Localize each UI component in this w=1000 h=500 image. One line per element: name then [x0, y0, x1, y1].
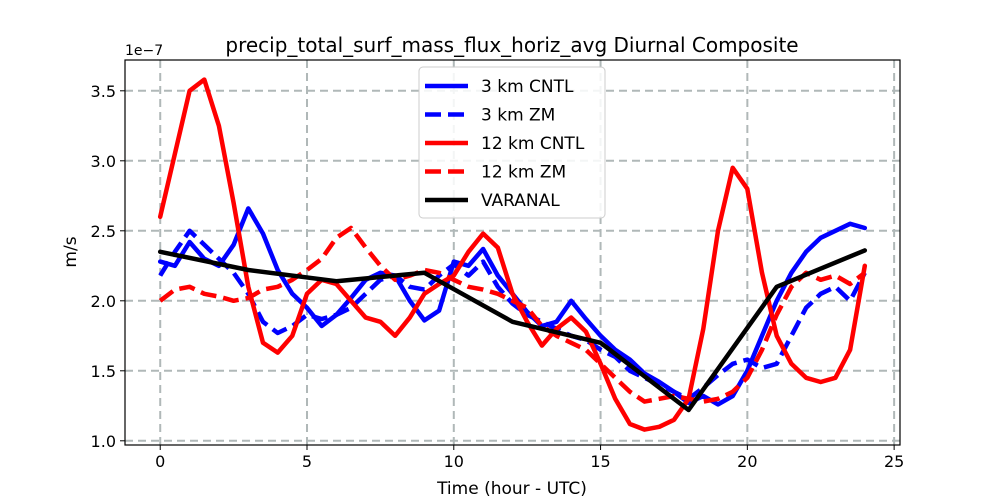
x-tick-label: 25 — [884, 452, 904, 471]
legend: 3 km CNTL 3 km ZM 12 km CNTL 12 km ZM VARANA… — [418, 66, 606, 219]
series-line-3-km-zm — [158, 228, 867, 402]
legend-frame — [418, 66, 606, 219]
chart-title: precip_total_surf_mass_flux_horiz_avg Di… — [225, 33, 798, 57]
legend-label-12-km-cntl: 12 km CNTL — [481, 134, 585, 154]
y-tick-label: 2.0 — [91, 292, 116, 311]
legend-label-varanal: VARANAL — [481, 191, 560, 211]
x-tick-label: 15 — [590, 452, 610, 471]
series-line-varanal — [157, 248, 868, 413]
legend-label-3-km-cntl: 3 km CNTL — [481, 77, 574, 97]
y-tick-label: 2.5 — [91, 222, 116, 241]
x-tick-label: 20 — [737, 452, 757, 471]
y-tick-label: 3.0 — [91, 152, 116, 171]
series-line-12-km-zm — [158, 225, 867, 404]
x-axis: 0 5 10 15 20 25 — [155, 445, 904, 471]
x-tick-label: 0 — [155, 452, 165, 471]
y-axis: 1.0 1.5 2.0 2.5 3.0 3.5 — [91, 82, 125, 451]
x-tick-label: 10 — [444, 452, 464, 471]
x-tick-label: 5 — [302, 452, 312, 471]
legend-label-3-km-zm: 3 km ZM — [481, 106, 555, 126]
y-tick-label: 1.5 — [91, 362, 116, 381]
series-line-12-km-cntl — [157, 77, 868, 432]
legend-label-12-km-zm: 12 km ZM — [481, 163, 566, 183]
y-tick-label: 3.5 — [91, 82, 116, 101]
y-axis-label: m/s — [61, 236, 81, 267]
x-axis-label: Time (hour - UTC) — [436, 479, 587, 499]
y-tick-label: 1.0 — [91, 432, 116, 451]
y-offset-label: 1e−7 — [125, 43, 163, 59]
plot-frame — [124, 59, 901, 446]
series-layer — [157, 77, 868, 432]
